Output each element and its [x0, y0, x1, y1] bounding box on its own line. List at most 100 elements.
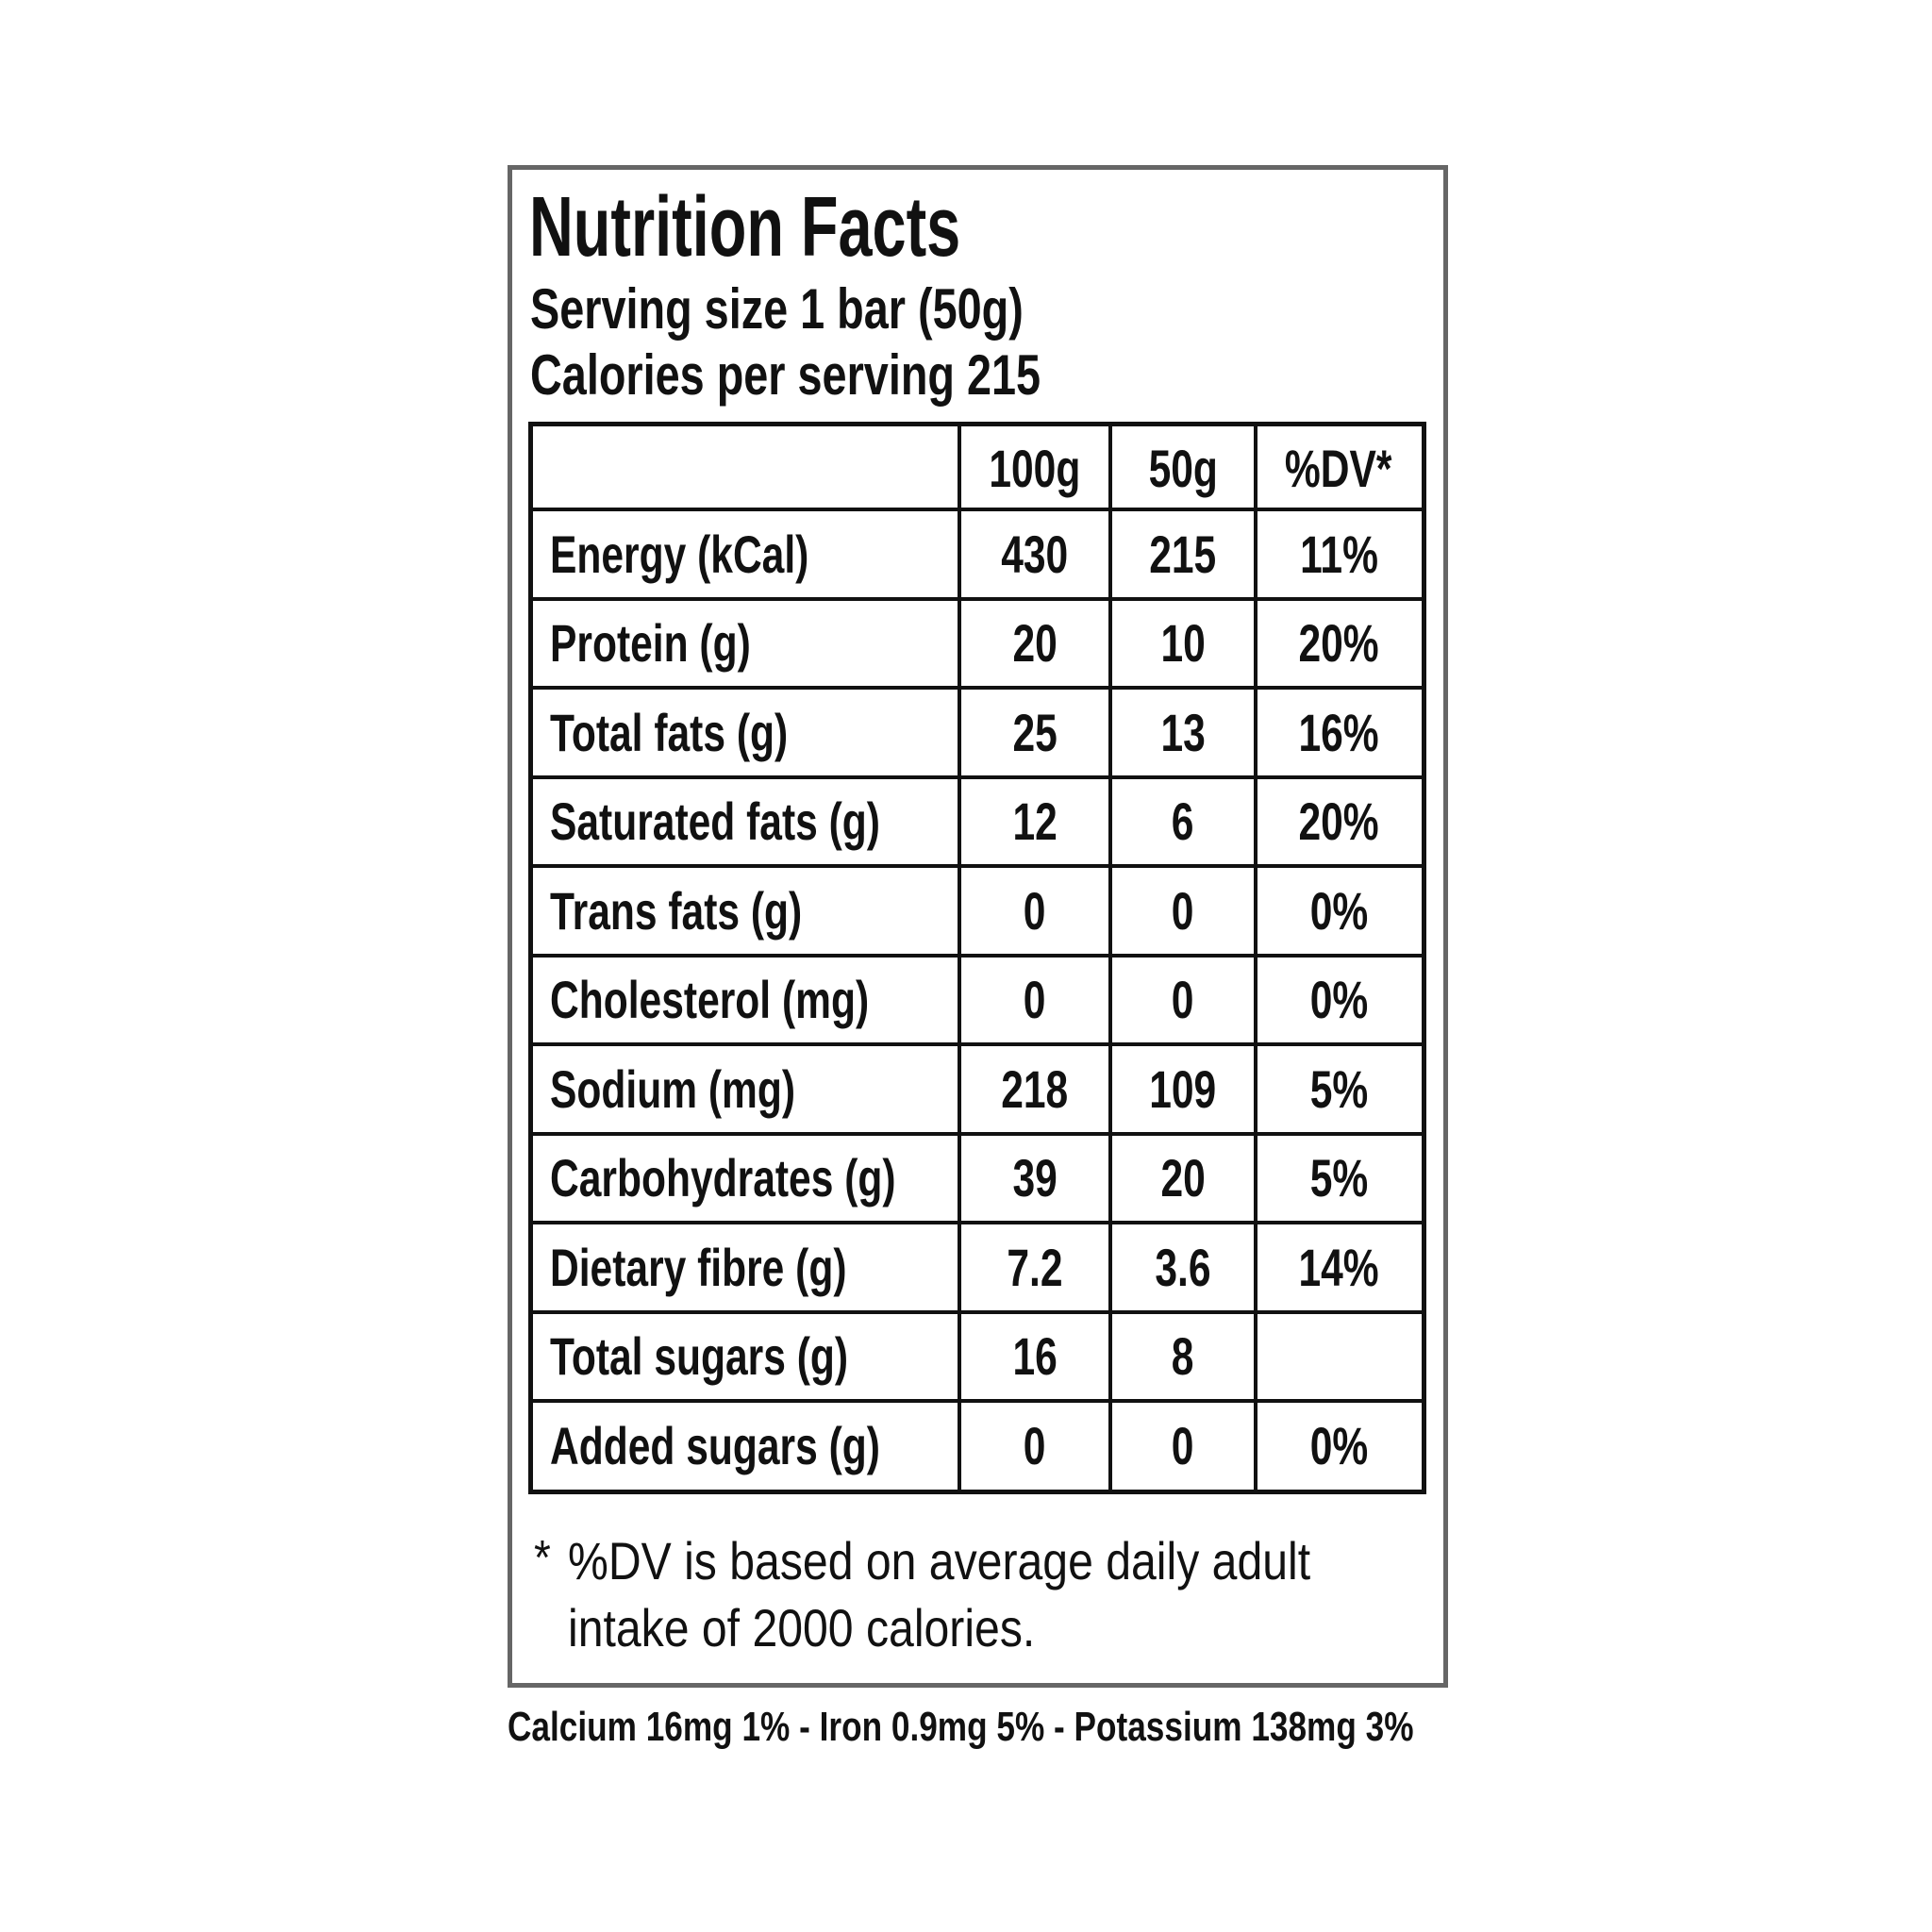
calories: Calories per serving 215: [530, 343, 1041, 407]
nutrient-value: 16%: [1256, 688, 1422, 777]
nutrient-name: Saturated fats (g): [550, 777, 959, 867]
row-divider: [533, 864, 1422, 868]
nutrient-name: Total fats (g): [550, 688, 959, 777]
nutrient-value-text: 8: [1172, 1326, 1194, 1387]
nutrient-value-text: 20: [1012, 613, 1058, 674]
nutrient-value: 7.2: [959, 1223, 1110, 1312]
nutrient-value: 0: [1110, 956, 1256, 1045]
nutrient-value-text: 109: [1149, 1058, 1217, 1119]
nutrient-value: 218: [959, 1044, 1110, 1134]
nutrient-value: 12: [959, 777, 1110, 867]
nutrient-value-text: 0: [1024, 1415, 1046, 1475]
nutrient-name-text: Cholesterol (mg): [550, 970, 870, 1030]
nutrient-name-text: Saturated fats (g): [550, 791, 880, 852]
nutrient-value-text: 13: [1160, 702, 1206, 762]
nutrient-name: Dietary fibre (g): [550, 1223, 959, 1312]
column-header: %DV*: [1256, 426, 1422, 509]
nutrient-value: 10: [1110, 599, 1256, 689]
nutrient-value: 5%: [1256, 1044, 1422, 1134]
nutrient-name: Trans fats (g): [550, 866, 959, 956]
nutrient-value-text: 218: [1001, 1058, 1069, 1119]
nutrient-value: 215: [1110, 509, 1256, 599]
nutrient-name-text: Total sugars (g): [550, 1326, 849, 1387]
column-divider: [958, 426, 961, 1491]
nutrient-value: 11%: [1256, 509, 1422, 599]
nutrient-value-text: 20%: [1298, 613, 1379, 674]
nutrient-value-text: 14%: [1298, 1237, 1379, 1297]
nutrient-value: 39: [959, 1134, 1110, 1224]
row-divider: [533, 1042, 1422, 1046]
column-divider: [1108, 426, 1112, 1491]
nutrient-name: Sodium (mg): [550, 1044, 959, 1134]
nutrient-name-text: Added sugars (g): [550, 1415, 880, 1475]
nutrient-value: 0: [1110, 1401, 1256, 1491]
nutrient-value-text: 3.6: [1155, 1237, 1211, 1297]
nutrient-value-text: 7.2: [1007, 1237, 1063, 1297]
nutrient-name: Protein (g): [550, 599, 959, 689]
row-divider: [533, 596, 1422, 601]
nutrient-value-text: 10: [1160, 613, 1206, 674]
nutrient-value-text: 0%: [1309, 1415, 1368, 1475]
column-header: 100g: [959, 426, 1110, 509]
title: Nutrition Facts: [529, 180, 961, 275]
nutrient-value-text: 12: [1012, 791, 1058, 852]
nutrient-value-text: 0: [1172, 880, 1194, 941]
column-divider: [1254, 426, 1257, 1491]
nutrient-value: 20%: [1256, 599, 1422, 689]
column-header-text: 50g: [1148, 438, 1218, 498]
nutrient-value: 0: [959, 866, 1110, 956]
column-header-text: %DV*: [1285, 438, 1392, 498]
nutrient-value: 6: [1110, 777, 1256, 867]
nutrient-value-text: 0: [1024, 970, 1046, 1030]
nutrition-table: 100g 50g %DV* Energy (kCal) 430 215 11% Protein…: [528, 422, 1426, 1494]
nutrient-value-text: 0: [1172, 1415, 1194, 1475]
footnote-line: %DV is based on average daily adult: [568, 1531, 1311, 1591]
row-divider: [533, 686, 1422, 690]
nutrient-value: 0%: [1256, 1401, 1422, 1491]
nutrient-value: 0: [959, 1401, 1110, 1491]
nutrient-name-text: Energy (kCal): [550, 524, 809, 584]
nutrient-name-text: Protein (g): [550, 613, 751, 674]
nutrient-name-text: Trans fats (g): [550, 880, 803, 941]
nutrient-name-text: Dietary fibre (g): [550, 1237, 847, 1297]
nutrient-value: 20: [1110, 1134, 1256, 1224]
nutrient-value: 109: [1110, 1044, 1256, 1134]
nutrient-value: 0%: [1256, 956, 1422, 1045]
nutrient-value-text: 11%: [1299, 524, 1378, 584]
row-divider: [533, 774, 1422, 779]
nutrient-value-text: 0%: [1309, 880, 1368, 941]
nutrient-value-text: 39: [1012, 1148, 1058, 1208]
row-divider: [533, 953, 1422, 958]
nutrient-value: 14%: [1256, 1223, 1422, 1312]
nutrient-value-text: 16: [1012, 1326, 1058, 1387]
column-header-text: 100g: [989, 438, 1081, 498]
minerals: Calcium 16mg 1% - Iron 0.9mg 5% - Potass…: [508, 1704, 1414, 1750]
nutrient-value: 430: [959, 509, 1110, 599]
nutrient-name-text: Sodium (mg): [550, 1058, 796, 1119]
row-divider: [533, 1131, 1422, 1136]
nutrient-value: 0: [959, 956, 1110, 1045]
nutrient-value: 25: [959, 688, 1110, 777]
nutrient-value-text: 0: [1172, 970, 1194, 1030]
nutrient-value-text: 215: [1149, 524, 1217, 584]
label-frame: [508, 165, 1448, 1688]
column-header: 50g: [1110, 426, 1256, 509]
nutrient-name: Total sugars (g): [550, 1312, 959, 1402]
nutrient-value-text: 430: [1001, 524, 1069, 584]
nutrient-value-text: 20: [1160, 1148, 1206, 1208]
nutrient-value: 13: [1110, 688, 1256, 777]
nutrient-name-text: Carbohydrates (g): [550, 1148, 896, 1208]
nutrient-value: 16: [959, 1312, 1110, 1402]
nutrient-value-text: 25: [1012, 702, 1058, 762]
nutrient-value-text: 20%: [1298, 791, 1379, 852]
nutrient-name: Energy (kCal): [550, 509, 959, 599]
footnote-marker: *: [534, 1531, 551, 1586]
nutrient-value: 5%: [1256, 1134, 1422, 1224]
nutrient-value-text: 16%: [1298, 702, 1379, 762]
nutrient-name: Cholesterol (mg): [550, 956, 959, 1045]
nutrient-value: 0: [1110, 866, 1256, 956]
row-divider: [533, 1221, 1422, 1224]
nutrient-value-text: 6: [1172, 791, 1194, 852]
nutrient-value: 20%: [1256, 777, 1422, 867]
